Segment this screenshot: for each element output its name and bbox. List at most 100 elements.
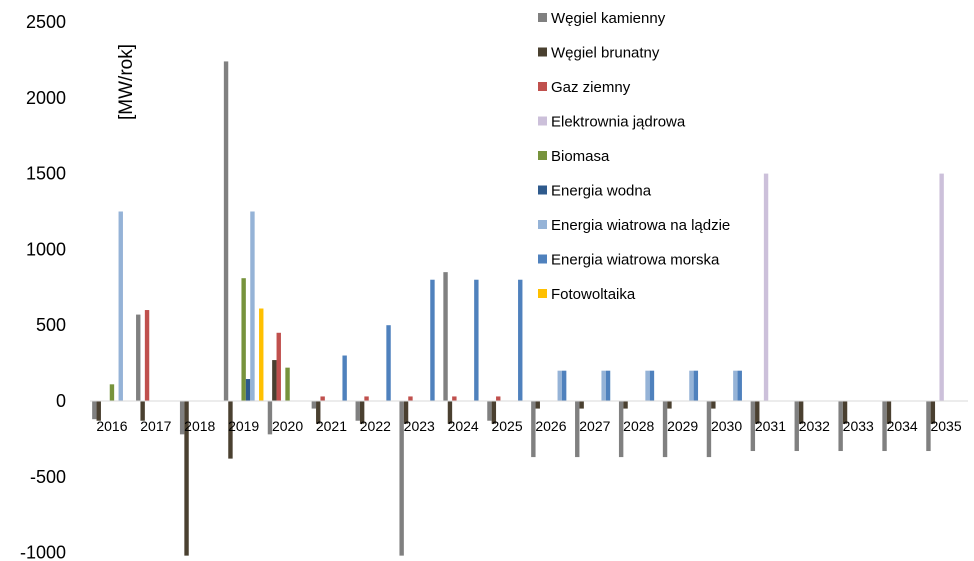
y-tick-label: 2000 xyxy=(26,88,66,108)
bar-2028-series-6 xyxy=(645,370,650,401)
bar-2024-series-1 xyxy=(447,401,453,424)
bar-2032-series-1 xyxy=(798,401,804,424)
x-tick-label: 2027 xyxy=(579,418,610,434)
bar-2024-series-2 xyxy=(452,396,457,401)
legend-label: Węgiel brunatny xyxy=(551,45,660,62)
bar-2027-series-7 xyxy=(605,370,611,401)
x-tick-label: 2018 xyxy=(184,418,215,434)
bar-2019-series-8 xyxy=(259,308,264,401)
bar-2025-series-0 xyxy=(487,401,492,421)
bar-2029-series-1 xyxy=(667,401,672,409)
x-tick-label: 2031 xyxy=(755,418,786,434)
bar-2018-series-0 xyxy=(179,401,185,435)
bar-2031-series-1 xyxy=(755,401,760,424)
bar-2022-series-1 xyxy=(359,401,365,424)
legend-label: Biomasa xyxy=(551,148,610,165)
bar-2035-series-0 xyxy=(926,401,931,452)
bar-2029-series-0 xyxy=(662,401,668,458)
bar-2031-series-3 xyxy=(763,173,769,401)
bars-layer xyxy=(92,61,944,556)
bar-2019-series-0 xyxy=(223,61,229,402)
bar-2035-series-1 xyxy=(930,401,936,424)
bar-2025-series-7 xyxy=(518,279,523,401)
y-tick-label: -1000 xyxy=(20,543,66,561)
bar-2019-series-6 xyxy=(250,211,255,401)
bar-2021-series-1 xyxy=(316,401,321,424)
bar-2026-series-7 xyxy=(561,370,567,401)
bar-2019-series-1 xyxy=(228,401,233,459)
y-tick-label: 0 xyxy=(56,391,66,411)
x-tick-label: 2025 xyxy=(491,418,522,434)
bar-2026-series-0 xyxy=(531,401,536,458)
bar-2021-series-0 xyxy=(311,401,317,409)
x-tick-labels: 2016 2017 2018 2019 2020 2021 2022 2023 2024 2025… xyxy=(96,418,961,434)
x-tick-label: 2029 xyxy=(667,418,698,434)
bar-2031-series-0 xyxy=(750,401,756,452)
legend-label: Gaz ziemny xyxy=(551,79,631,96)
x-tick-label: 2034 xyxy=(887,418,918,434)
bar-2027-series-1 xyxy=(579,401,584,409)
bar-2028-series-1 xyxy=(623,401,628,409)
bar-2020-series-0 xyxy=(267,401,273,435)
y-tick-labels: -1000 -500 0 500 1000 1500 2000 2500 xyxy=(20,12,66,561)
bar-2025-series-1 xyxy=(491,401,497,424)
y-tick-label: -500 xyxy=(30,467,66,487)
legend-label: Fotowoltaika xyxy=(551,286,636,303)
x-tick-label: 2017 xyxy=(140,418,171,434)
bar-2035-series-3 xyxy=(939,173,944,401)
legend-swatch xyxy=(538,13,547,22)
bar-2029-series-7 xyxy=(693,370,699,401)
legend-swatch xyxy=(538,82,547,91)
bar-2033-series-1 xyxy=(842,401,848,424)
y-tick-label: 500 xyxy=(36,315,66,335)
x-tick-label: 2028 xyxy=(623,418,654,434)
bar-2027-series-6 xyxy=(601,370,606,401)
legend-label: Elektrownia jądrowa xyxy=(551,114,686,131)
x-tick-label: 2030 xyxy=(711,418,742,434)
x-tick-label: 2026 xyxy=(535,418,566,434)
legend-swatch xyxy=(538,47,547,57)
x-tick-label: 2021 xyxy=(316,418,347,434)
bar-2016-series-6 xyxy=(118,211,123,401)
bar-2016-series-4 xyxy=(109,384,115,401)
bar-2020-series-2 xyxy=(276,332,281,401)
x-tick-label: 2033 xyxy=(843,418,874,434)
bar-2024-series-0 xyxy=(443,272,448,401)
bar-2017-series-0 xyxy=(136,314,141,401)
bar-2023-series-1 xyxy=(403,401,409,424)
x-tick-label: 2035 xyxy=(930,418,961,434)
bar-2032-series-0 xyxy=(794,401,799,452)
legend-label: Węgiel kamienny xyxy=(551,10,666,27)
bar-2020-series-4 xyxy=(285,367,290,401)
legend: Węgiel kamienny Węgiel brunatny Gaz ziemny… xyxy=(538,10,730,303)
legend-label: Energia wodna xyxy=(551,183,652,200)
bar-2033-series-0 xyxy=(838,401,843,452)
bar-2022-series-7 xyxy=(386,325,391,401)
y-axis-label: [MW/rok] xyxy=(116,44,137,120)
bar-2020-series-1 xyxy=(272,360,277,401)
bar-2018-series-1 xyxy=(184,401,189,556)
legend-swatch xyxy=(538,289,547,298)
bar-2022-series-2 xyxy=(364,396,369,401)
bar-2034-series-1 xyxy=(886,401,892,424)
y-tick-label: 1000 xyxy=(26,239,66,259)
bar-2029-series-6 xyxy=(689,370,694,401)
bar-2016-series-1 xyxy=(96,401,101,421)
y-tick-label: 2500 xyxy=(26,12,66,32)
bar-2024-series-7 xyxy=(474,279,479,401)
legend-swatch xyxy=(538,116,547,126)
legend-swatch xyxy=(538,220,547,229)
bar-2017-series-2 xyxy=(144,310,150,401)
bar-2030-series-6 xyxy=(733,370,738,401)
bar-2021-series-2 xyxy=(320,396,325,401)
bar-2025-series-2 xyxy=(496,396,501,401)
bar-2019-series-5 xyxy=(245,379,251,401)
y-tick-label: 1500 xyxy=(26,164,66,184)
bar-2034-series-0 xyxy=(882,401,887,452)
bar-2023-series-7 xyxy=(430,279,435,401)
x-tick-label: 2032 xyxy=(799,418,830,434)
x-tick-label: 2023 xyxy=(404,418,435,434)
bar-2023-series-2 xyxy=(408,396,413,401)
legend-swatch xyxy=(538,151,547,160)
